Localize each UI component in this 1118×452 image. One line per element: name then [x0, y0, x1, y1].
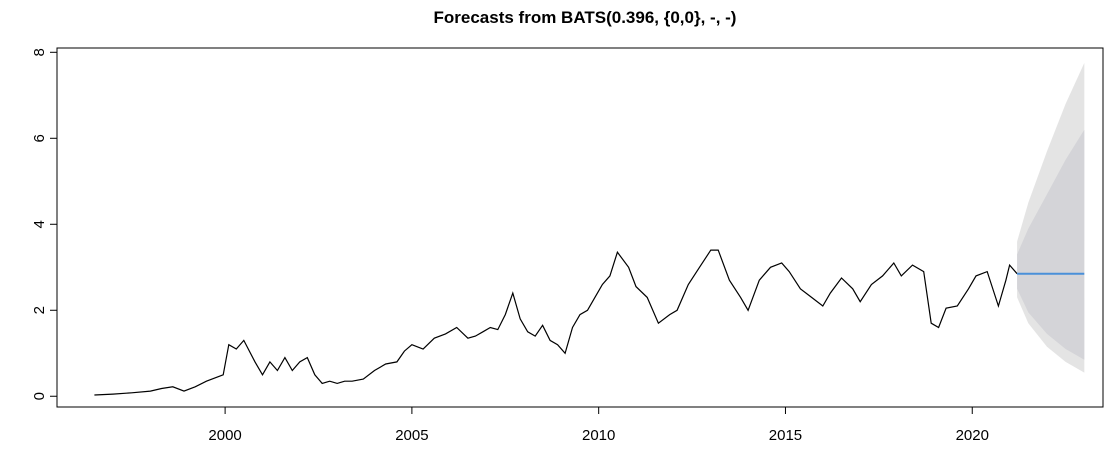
x-tick-label: 2015 [769, 427, 802, 444]
y-axis: 0 2 4 6 8 [31, 48, 57, 400]
x-tick-label: 2020 [956, 427, 989, 444]
prediction-intervals [1017, 63, 1084, 373]
chart-title: Forecasts from BATS(0.396, {0,0}, -, -) [434, 8, 737, 27]
series-lines [94, 250, 1084, 395]
y-tick-label: 4 [31, 220, 48, 228]
y-tick-label: 6 [31, 134, 48, 142]
history-line [94, 250, 1017, 395]
x-tick-label: 2005 [395, 427, 428, 444]
y-tick-label: 2 [31, 306, 48, 314]
y-tick-label: 0 [31, 392, 48, 400]
plot-frame [57, 48, 1103, 407]
x-tick-label: 2000 [208, 427, 241, 444]
x-axis: 2000 2005 2010 2015 2020 [208, 407, 989, 444]
x-tick-label: 2010 [582, 427, 615, 444]
y-tick-label: 8 [31, 48, 48, 56]
